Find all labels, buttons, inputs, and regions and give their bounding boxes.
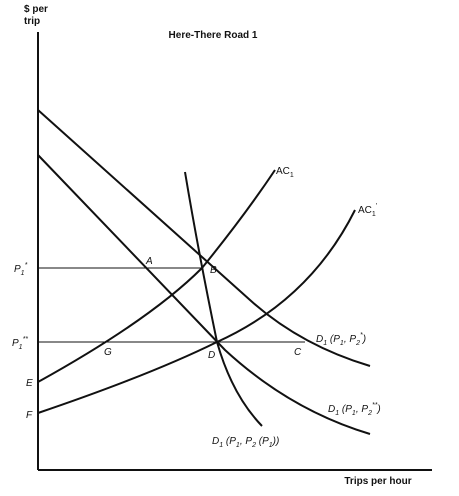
point-label: C [294, 347, 302, 358]
label-part: AC [358, 205, 372, 216]
label-part: 2 [251, 442, 256, 449]
title: Here-There Road 1 [169, 30, 258, 41]
label-part: 1 [340, 340, 344, 347]
label-part: * [25, 262, 28, 269]
cost-label: AC1 [276, 166, 294, 179]
label-part: 1 [352, 410, 356, 417]
label-part: 1 [219, 442, 223, 449]
label-part: ) [376, 404, 380, 415]
label-part: 1 [236, 442, 240, 449]
price-label: P1* [14, 262, 28, 277]
label-part: D [316, 334, 323, 345]
label-part: (P [256, 436, 269, 447]
demand-label: D1 (P1, P2**) [328, 402, 381, 417]
label-part: 2 [367, 410, 372, 417]
label-part: 1 [269, 442, 273, 449]
price-label: P1** [12, 336, 28, 351]
label-part: 1 [19, 344, 23, 351]
point-label: F [26, 410, 33, 421]
label-part: D [328, 404, 335, 415]
label-part: , P [240, 436, 253, 447]
label-part: 1 [21, 270, 25, 277]
label-part: AC [276, 166, 290, 177]
label-part: ** [372, 402, 378, 409]
label-part: (P [327, 334, 340, 345]
label-part: 1 [335, 410, 339, 417]
label-part: 1 [290, 172, 294, 179]
point-label: B [210, 265, 217, 276]
label-part: (P [339, 404, 352, 415]
demand-curve [184, 171, 263, 427]
label-part: 2 [355, 340, 360, 347]
label-part: )) [272, 436, 280, 447]
demand-curve [37, 154, 371, 435]
point-label: G [104, 347, 112, 358]
label-part: P [14, 264, 21, 275]
cost-curve [37, 169, 276, 383]
point-label: A [145, 256, 153, 267]
label-part: , P [344, 334, 357, 345]
label-part: (P [223, 436, 236, 447]
cost-label: AC1' [358, 203, 377, 218]
demand-label: D1 (P1, P2 (P1)) [212, 436, 279, 449]
label-part: ** [23, 336, 29, 343]
label-part: ' [376, 203, 377, 210]
label-part: * [360, 332, 363, 339]
x-axis-label: Trips per hour [344, 476, 411, 487]
label-part: D [212, 436, 219, 447]
y-axis-label: trip [24, 16, 40, 27]
label-part: , P [356, 404, 369, 415]
demand-label: D1 (P1, P2*) [316, 332, 366, 347]
label-part: 1 [323, 340, 327, 347]
demand-curve [37, 109, 371, 367]
point-label: D [208, 350, 215, 361]
label-part: P [12, 338, 19, 349]
label-part: ) [362, 334, 366, 345]
y-axis-label: $ per [24, 4, 48, 15]
point-label: E [26, 378, 33, 389]
label-part: 1 [372, 211, 376, 218]
cost-curve [37, 209, 356, 414]
